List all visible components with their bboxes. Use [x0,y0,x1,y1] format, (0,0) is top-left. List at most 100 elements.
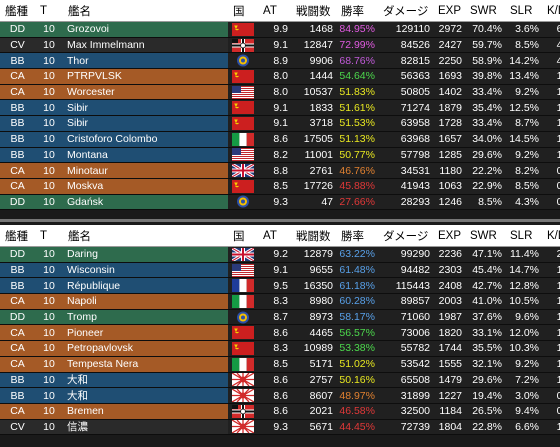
col-header-nation[interactable]: 国 [233,5,245,18]
ship-name: 大和 [63,388,228,403]
col-header-slr[interactable]: SLR [510,229,533,242]
col-header-name[interactable]: 艦名 [68,230,91,243]
ship-win-rate: 37.6% [465,309,505,325]
player-row[interactable]: CA 10 Moskva 8.5 17726 45.88% 41943 1063 22.9% 8.… [0,178,560,195]
player-row[interactable]: CA 10 Worcester 8.0 10537 51.83% 50805 1402 33.4… [0,84,560,101]
avg-damage: 32500 [378,403,433,419]
nation-flag-icon [228,37,258,53]
avg-damage: 89857 [378,294,433,309]
col-header-tier[interactable]: T [40,4,48,17]
col-header-tier[interactable]: T [40,229,48,242]
survival-rate: 9.2% [505,356,542,372]
win-rate: 84.95% [336,22,378,37]
win-rate: 48.97% [336,388,378,403]
nation-flag-icon [228,247,258,262]
survival-rate: 12.0% [505,325,542,341]
survival-rate: 11.4% [505,247,542,262]
ship-name: 大和 [63,372,228,388]
ship-class: BB [0,278,35,294]
battle-count: 5671 [291,419,336,435]
ship-class: CA [0,178,35,194]
ship-tier: 10 [35,147,63,163]
player-row[interactable]: CA 10 Petropavlovsk 8.3 10989 53.38% 55782 1744… [0,341,560,357]
survival-rate: 14.5% [505,131,542,147]
avg-damage: 71274 [378,100,433,116]
nation-flag-icon [228,22,258,37]
col-header-swr[interactable]: SWR [470,4,497,17]
ship-win-rate: 47.1% [465,247,505,262]
player-row[interactable]: CA 10 Tempesta Nera 8.5 5171 51.02% 53542 1555 3… [0,356,560,373]
player-row[interactable]: BB 10 Sibir 9.1 3718 51.53% 63958 1728 33.4% 8.7%… [0,116,560,132]
ship-tier: 10 [35,22,63,37]
ship-name: Cristoforo Colombo [63,131,228,147]
nation-flag-icon [228,341,258,356]
player-row[interactable]: BB 10 Thor 8.9 9906 68.76% 82815 2250 58.9% 14.2%… [0,53,560,70]
avg-damage: 55782 [378,341,433,356]
survival-rate: 9.6% [505,309,542,325]
player-row[interactable]: BB 10 Montana 8.2 11001 50.77% 57798 1285 29.6% 9… [0,147,560,164]
average-tier: 9.1 [258,100,291,116]
player-list-bottom: DD 10 Daring 9.2 12879 63.22% 99290 2236 47.1% 11… [0,247,560,436]
col-header-battles[interactable]: 戦闘数 [296,230,331,243]
col-header-slr[interactable]: SLR [510,4,533,17]
battle-count: 8607 [291,388,336,403]
kill-death-ratio: 4.51 [542,37,560,53]
player-row[interactable]: BB 10 Sibir 9.1 1833 51.61% 71274 1879 35.4% 12.5… [0,100,560,117]
col-header-exp[interactable]: EXP [438,4,462,17]
player-row[interactable]: CA 10 Minotaur 8.8 2761 46.76% 34531 1180 22.2% 8… [0,163,560,179]
col-header-class[interactable]: 艦種 [5,230,28,243]
player-row[interactable]: CA 10 Pioneer 8.6 4465 56.57% 73006 1820 33.1% 12… [0,325,560,342]
avg-exp: 2427 [433,37,465,53]
battle-count: 12847 [291,37,336,53]
col-header-damage[interactable]: ダメージ [383,230,429,243]
ship-win-rate: 19.4% [465,388,505,403]
ship-tier: 10 [35,278,63,294]
player-row[interactable]: DD 10 Tromp 8.7 8973 58.17% 71060 1987 37.6% 9.6%… [0,309,560,326]
col-header-swr[interactable]: SWR [470,229,497,242]
col-header-at[interactable]: AT [263,4,277,17]
nation-flag-icon [228,194,258,210]
ship-tier: 10 [35,53,63,69]
col-header-damage[interactable]: ダメージ [383,5,429,18]
player-row[interactable]: BB 10 Cristoforo Colombo 8.6 17505 51.13% 6396… [0,131,560,148]
col-header-kd[interactable]: K/D [547,4,560,17]
battle-count: 16350 [291,278,336,294]
average-tier: 8.6 [258,131,291,147]
player-row[interactable]: DD 10 Grozovoi 9.9 1468 84.95% 129110 2972 70.4%… [0,22,560,38]
col-header-winrate[interactable]: 勝率 [341,5,364,18]
avg-damage: 56363 [378,69,433,84]
player-row[interactable]: CA 10 PTRPVLSK 8.0 1444 54.64% 56363 1693 39.8% 1… [0,69,560,85]
average-tier: 8.0 [258,69,291,84]
survival-rate: 14.2% [505,53,542,69]
col-header-name[interactable]: 艦名 [68,5,91,18]
avg-exp: 1063 [433,178,465,194]
ship-name: Tempesta Nera [63,356,228,372]
ship-name: Petropavlovsk [63,341,228,356]
player-row[interactable]: BB 10 Wisconsin 9.1 9655 61.48% 94482 2303 45.4%… [0,262,560,279]
ship-class: CA [0,69,35,84]
col-header-at[interactable]: AT [263,229,277,242]
col-header-winrate[interactable]: 勝率 [341,230,364,243]
ship-name: République [63,278,228,294]
player-row[interactable]: CV 10 Max Immelmann 9.1 12847 72.99% 84526 2427… [0,37,560,54]
player-row[interactable]: CA 10 Napoli 8.3 8980 60.28% 89857 2003 41.0% 10.… [0,294,560,310]
ship-tier: 10 [35,100,63,116]
ship-tier: 10 [35,163,63,178]
player-row[interactable]: CA 10 Bremen 8.6 2021 46.58% 32500 1184 26.5% 9.4… [0,403,560,420]
survival-rate: 8.5% [505,37,542,53]
player-row[interactable]: DD 10 Daring 9.2 12879 63.22% 99290 2236 47.1% 11… [0,247,560,263]
col-header-kd[interactable]: K/D [547,229,560,242]
col-header-battles[interactable]: 戦闘数 [296,5,331,18]
col-header-nation[interactable]: 国 [233,230,245,243]
col-header-exp[interactable]: EXP [438,229,462,242]
ship-name: Max Immelmann [63,37,228,53]
ship-class: BB [0,53,35,69]
player-row[interactable]: BB 10 République 9.5 16350 61.18% 115443 2408 42… [0,278,560,295]
ship-name: 信濃 [63,419,228,435]
ship-win-rate: 45.4% [465,262,505,278]
col-header-class[interactable]: 艦種 [5,5,28,18]
